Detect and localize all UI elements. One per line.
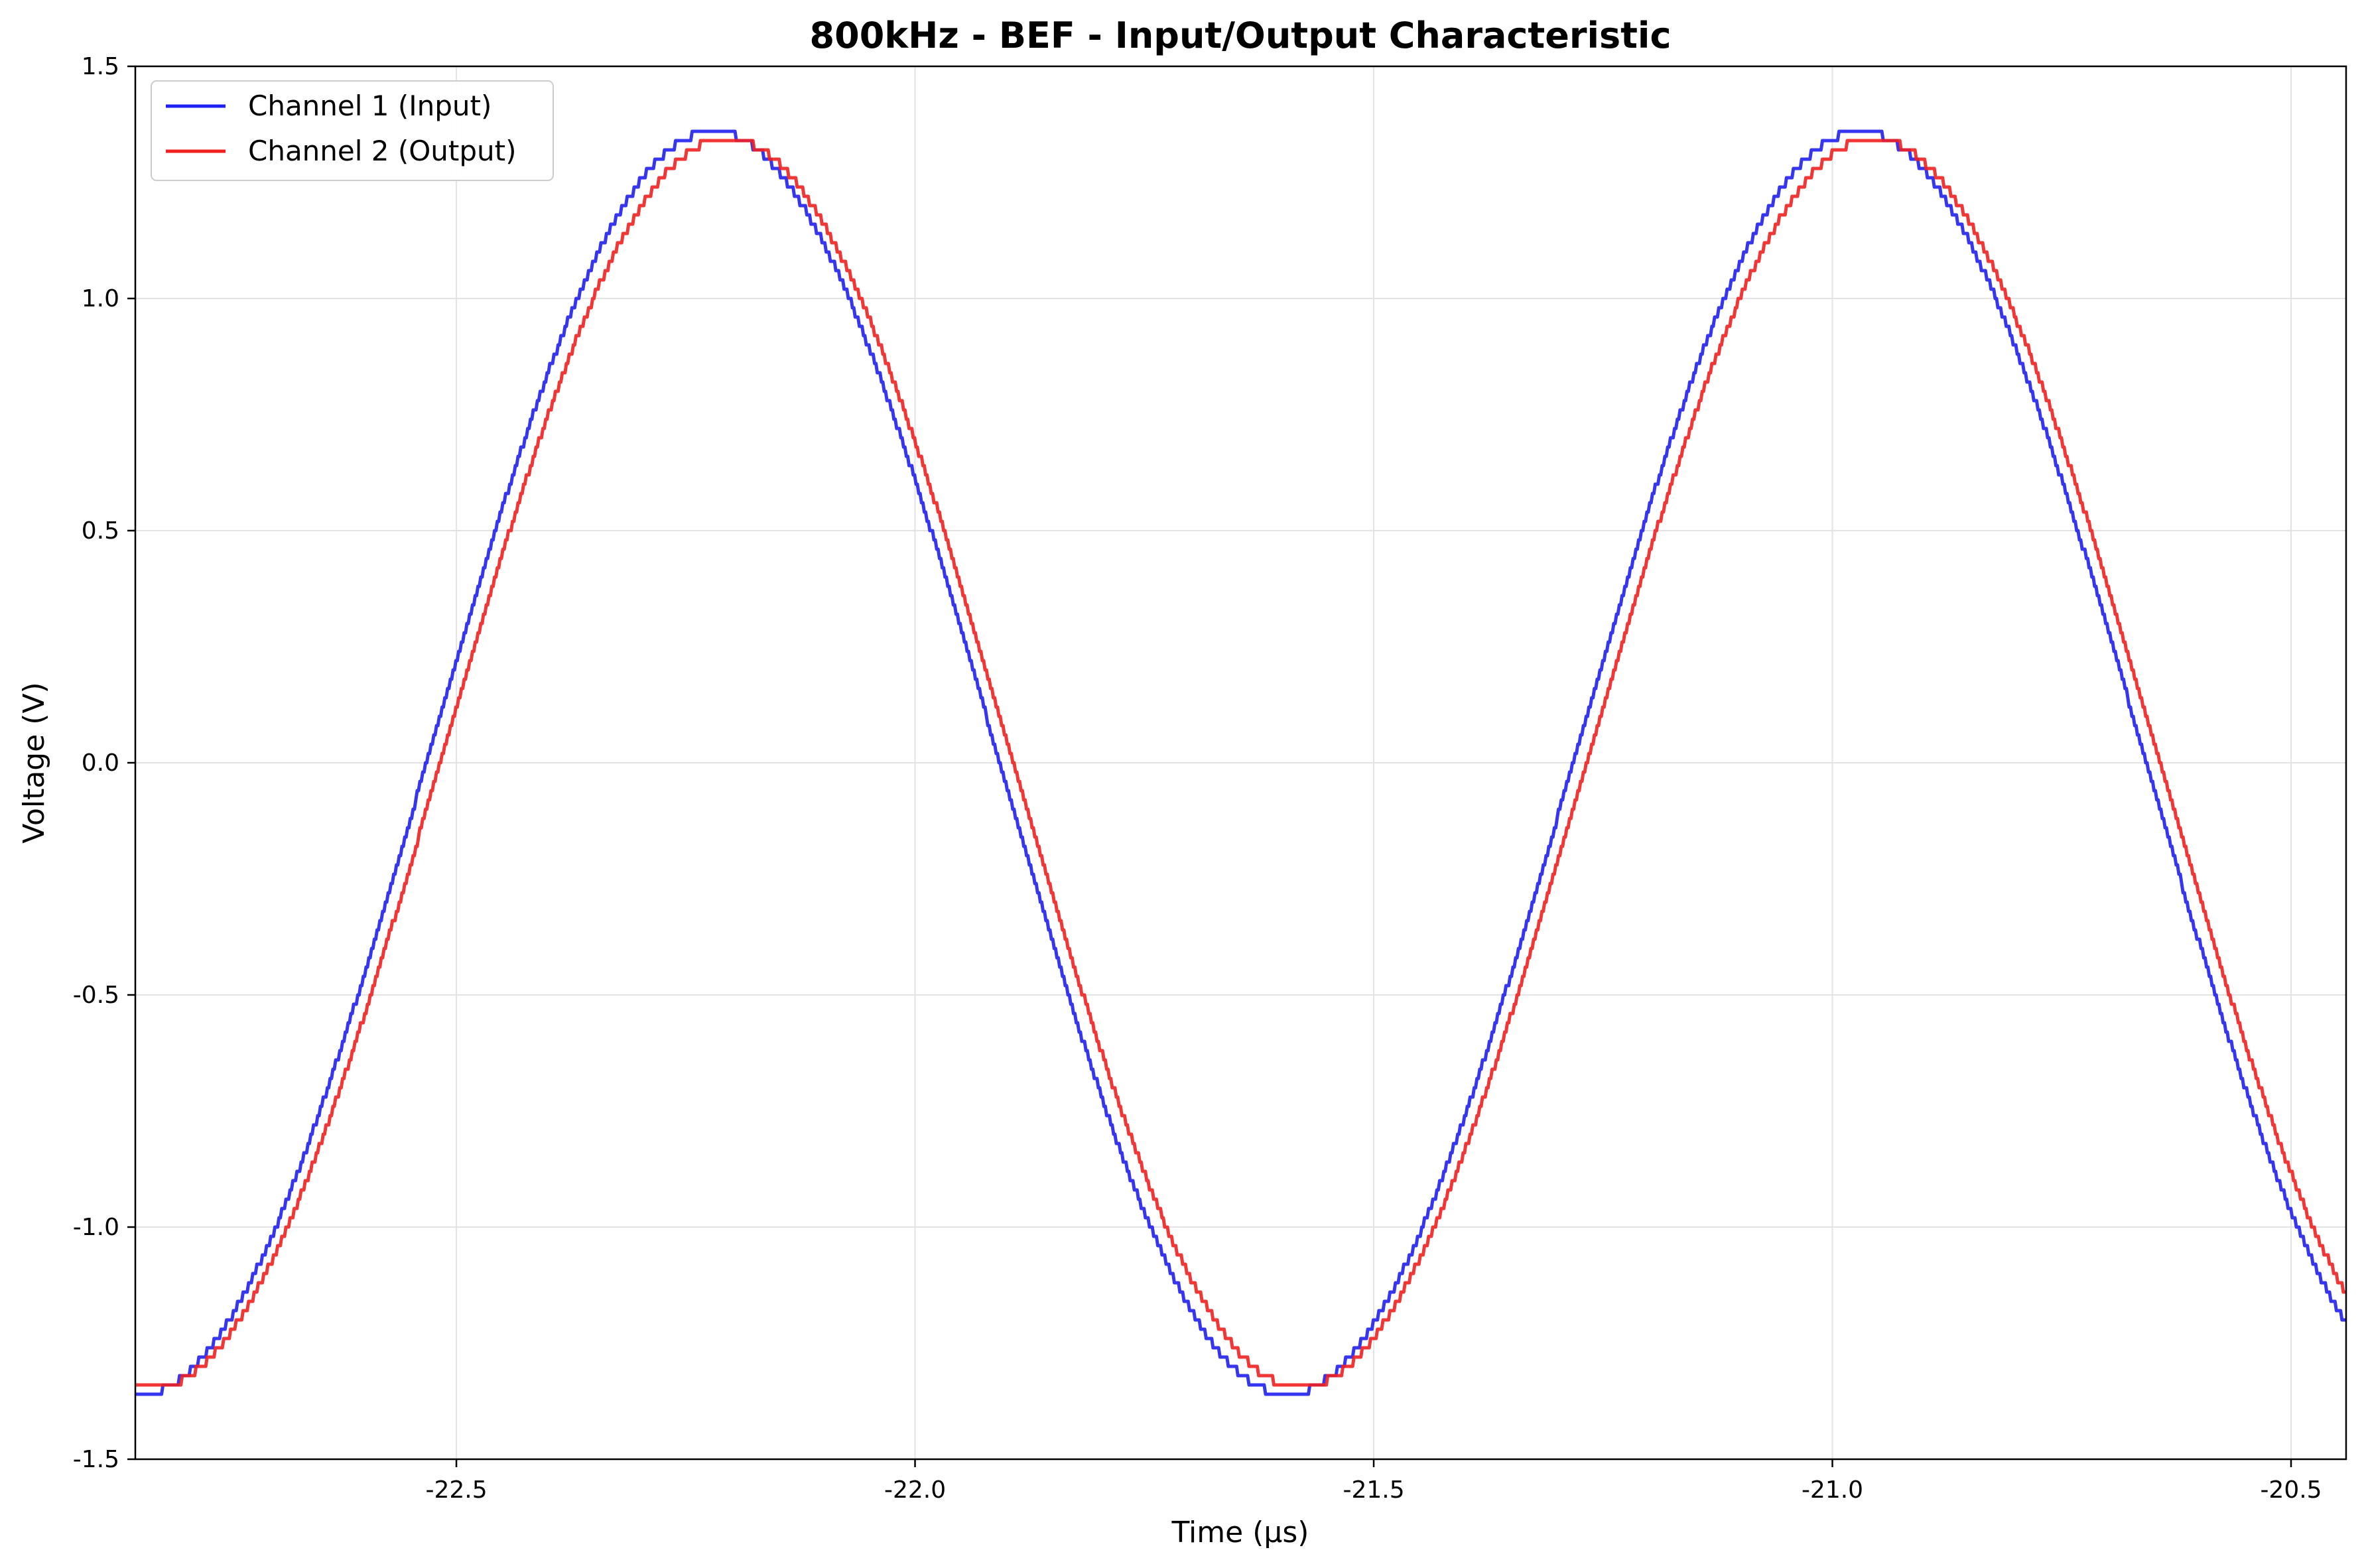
x-axis: -22.5 -22.0 -21.5 -21.0 -20.5 — [425, 1459, 2322, 1504]
y-tick-label: 1.5 — [82, 53, 119, 80]
series-line-input — [135, 129, 2346, 1396]
x-tick-label: -22.5 — [425, 1476, 487, 1504]
legend-box — [151, 80, 554, 181]
x-tick-label: -22.0 — [884, 1476, 946, 1504]
y-tick-label: -0.5 — [73, 982, 119, 1009]
chart-title: 800kHz - BEF - Input/Output Characterist… — [810, 15, 1672, 56]
y-axis: -1.5 -1.0 -0.5 0.0 0.5 1.0 1.5 — [73, 53, 135, 1473]
x-tick-label: -20.5 — [2260, 1476, 2322, 1504]
y-tick-label: -1.0 — [73, 1214, 119, 1241]
y-tick-label: 1.0 — [82, 285, 119, 312]
x-tick-label: -21.5 — [1343, 1476, 1404, 1504]
series-line-output — [135, 139, 2346, 1387]
legend-label-output: Channel 2 (Output) — [248, 135, 517, 167]
legend-label-input: Channel 1 (Input) — [248, 90, 492, 122]
y-tick-label: 0.0 — [82, 750, 119, 777]
y-tick-label: 0.5 — [82, 517, 119, 545]
x-axis-label: Time (µs) — [1171, 1516, 1309, 1549]
y-tick-label: -1.5 — [73, 1446, 119, 1473]
legend: Channel 1 (Input) Channel 2 (Output) — [151, 80, 554, 181]
x-tick-label: -21.0 — [1802, 1476, 1863, 1504]
y-axis-label: Voltage (V) — [17, 682, 51, 843]
plot-area — [135, 129, 2346, 1396]
